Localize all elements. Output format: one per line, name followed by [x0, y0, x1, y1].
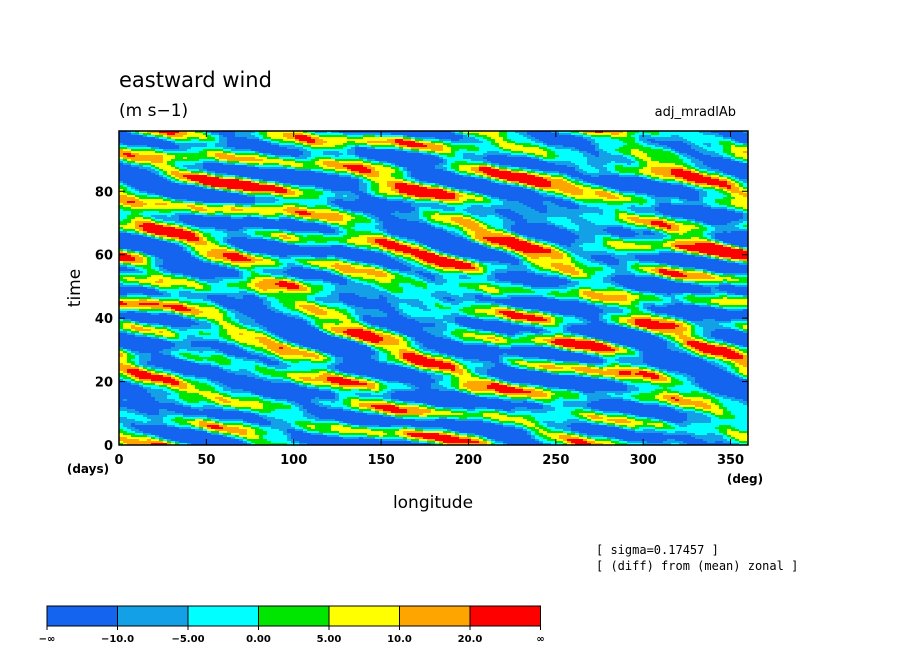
colorbar-label: 10.0 — [387, 634, 412, 645]
colorbar-label: −5.00 — [171, 634, 204, 645]
y-tick-label: 60 — [95, 249, 113, 264]
colorbar-label: 20.0 — [458, 634, 483, 645]
colorbar-label: −10.0 — [101, 634, 134, 645]
chart-title: eastward wind — [119, 68, 272, 92]
plot-frame — [118, 130, 749, 446]
x-tick-label: 300 — [630, 453, 657, 468]
y-tick-label: 20 — [95, 376, 113, 391]
colorbar-swatch — [187, 605, 259, 627]
x-axis-label: longitude — [393, 493, 473, 513]
x-tick-label: 350 — [717, 453, 744, 468]
wind-field-heatmap — [119, 131, 748, 445]
chart-units: (m s−1) — [119, 101, 189, 121]
colorbar-swatch — [469, 605, 541, 627]
x-axis-unit: (deg) — [727, 472, 763, 486]
note-diff: [ (diff) from (mean) zonal ] — [596, 559, 799, 573]
note-sigma: [ sigma=0.17457 ] — [596, 543, 719, 557]
colorbar-label: 0.00 — [246, 634, 271, 645]
colorbar-swatch — [258, 605, 330, 627]
colorbar-swatch — [117, 605, 189, 627]
colorbar: −∞ −10.0 −5.00 0.00 5.00 10.0 20.0 ∞ — [39, 605, 545, 645]
x-tick-label: 250 — [542, 453, 569, 468]
x-axis: 0 50 100 150 200 250 300 350 — [114, 131, 744, 468]
colorbar-swatch — [328, 605, 400, 627]
y-axis: 0 20 40 60 80 — [95, 185, 748, 454]
colorbar-label: 5.00 — [317, 634, 342, 645]
y-tick-label: 0 — [104, 439, 113, 454]
colorbar-swatch — [46, 605, 118, 627]
colorbar-swatch — [399, 605, 471, 627]
y-axis-unit: (days) — [67, 462, 109, 476]
run-name: adj_mradlAb — [654, 105, 736, 120]
y-tick-label: 80 — [95, 185, 113, 200]
y-tick-label: 40 — [95, 312, 113, 327]
x-tick-label: 150 — [368, 453, 395, 468]
x-tick-label: 100 — [280, 453, 307, 468]
colorbar-label: −∞ — [39, 634, 56, 645]
x-tick-label: 200 — [455, 453, 482, 468]
x-tick-label: 50 — [197, 453, 215, 468]
y-axis-label: time — [65, 269, 85, 307]
colorbar-label: ∞ — [536, 634, 544, 645]
x-tick-label: 0 — [114, 453, 123, 468]
